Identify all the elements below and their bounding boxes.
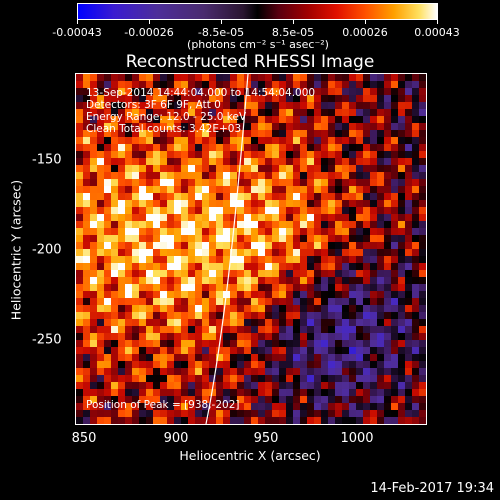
annotation-detectors: Detectors: 3F 6F 9F, Att 0 xyxy=(86,99,221,111)
colorbar-tick xyxy=(149,20,150,24)
y-tick-label: -250 xyxy=(32,332,62,348)
colorbar-tick-label: -0.00026 xyxy=(124,26,174,39)
colorbar-tick xyxy=(365,20,366,24)
annotation-clean: Clean Total counts: 3.42E+03 xyxy=(86,123,241,135)
colorbar-tick-label: 0.00026 xyxy=(342,26,388,39)
y-axis-label: Heliocentric Y (arcsec) xyxy=(8,179,24,321)
colorbar-tick xyxy=(221,20,222,24)
colorbar-tick-label: -0.00043 xyxy=(52,26,102,39)
colorbar-unit: (photons cm⁻² s⁻¹ asec⁻²) xyxy=(187,38,329,51)
x-axis-label: Heliocentric X (arcsec) xyxy=(179,448,321,463)
plot-title: Reconstructed RHESSI Image xyxy=(125,52,375,72)
y-tick-label: -200 xyxy=(32,242,62,258)
solar-limb-line xyxy=(205,74,249,424)
x-tick-label: 900 xyxy=(163,431,189,446)
colorbar xyxy=(77,3,438,20)
annotation-energy: Energy Range: 12.0 - 25.0 keV xyxy=(86,111,247,123)
colorbar-tick xyxy=(77,20,78,24)
y-tick-label: -150 xyxy=(32,152,62,168)
colorbar-tick-label: 8.5e-05 xyxy=(271,26,315,39)
annotation-peak: Position of Peak = [938,-202] xyxy=(86,399,240,411)
colorbar-tick xyxy=(437,20,438,24)
heatmap-image: 13-Sep-2014 14:44:04.000 to 14:54:04.000… xyxy=(76,74,426,424)
x-tick-label: 850 xyxy=(71,431,97,446)
timestamp: 14-Feb-2017 19:34 xyxy=(370,481,494,496)
x-tick-label: 1000 xyxy=(340,431,374,446)
colorbar-tick xyxy=(293,20,294,24)
image-plot: 13-Sep-2014 14:44:04.000 to 14:54:04.000… xyxy=(75,73,427,425)
colorbar-tick-label: 0.00043 xyxy=(414,26,460,39)
colorbar-tick-label: -8.5e-05 xyxy=(197,26,245,39)
annotation-time-range: 13-Sep-2014 14:44:04.000 to 14:54:04.000 xyxy=(86,87,315,99)
x-tick-label: 950 xyxy=(253,431,279,446)
